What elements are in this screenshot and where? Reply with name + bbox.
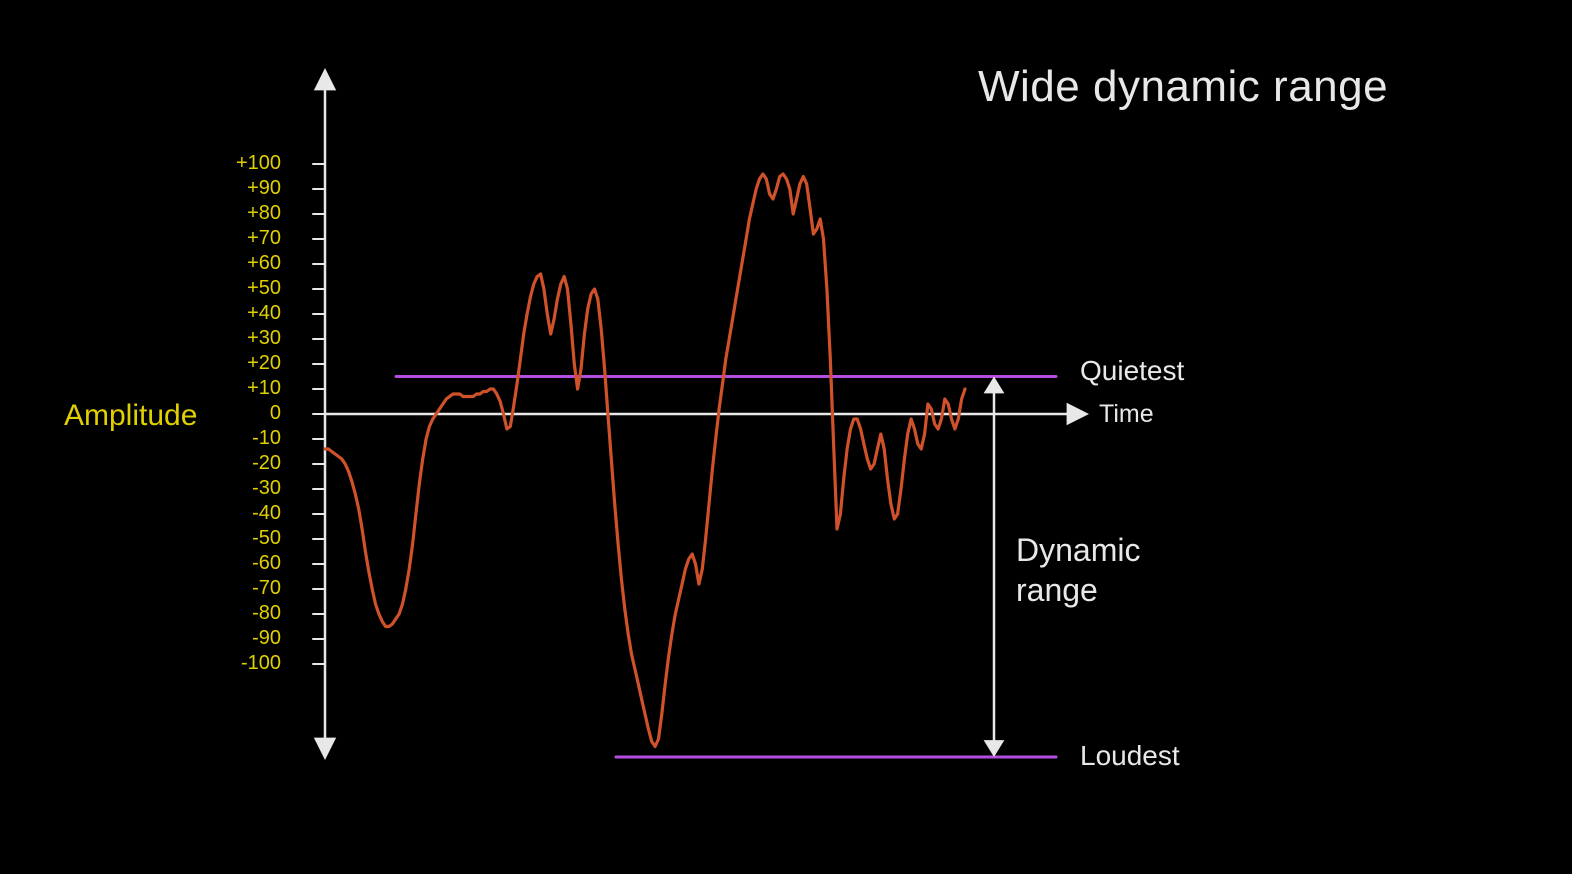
y-tick-label: +10 <box>201 377 281 400</box>
y-tick-label: +90 <box>201 177 281 200</box>
y-tick-label: +100 <box>201 152 281 175</box>
y-tick-label: -70 <box>201 577 281 600</box>
y-tick-label: -30 <box>201 477 281 500</box>
chart-title: Wide dynamic range <box>978 62 1388 112</box>
dynamic-range-label: Dynamic range <box>1016 530 1140 610</box>
dynamic-range-top-arrow-icon <box>984 377 1005 394</box>
y-tick-label: -10 <box>201 427 281 450</box>
y-tick-label: -40 <box>201 502 281 525</box>
dynamic-range-bottom-arrow-icon <box>984 740 1005 757</box>
loudest-label: Loudest <box>1080 740 1180 772</box>
y-tick-label: -80 <box>201 602 281 625</box>
y-tick-label: +40 <box>201 302 281 325</box>
y-tick-label: +20 <box>201 352 281 375</box>
y-tick-label: -50 <box>201 527 281 550</box>
y-tick-label: -60 <box>201 552 281 575</box>
y-tick-label: -20 <box>201 452 281 475</box>
x-axis-arrow-icon <box>1067 403 1089 425</box>
waveform-path <box>325 174 965 747</box>
y-tick-label: -90 <box>201 627 281 650</box>
y-tick-label: +30 <box>201 327 281 350</box>
y-tick-label: +50 <box>201 277 281 300</box>
y-axis-down-arrow-icon <box>314 738 336 760</box>
y-tick-label: +80 <box>201 202 281 225</box>
y-tick-label: -100 <box>201 652 281 675</box>
x-axis-label: Time <box>1099 400 1154 429</box>
y-tick-label: +60 <box>201 252 281 275</box>
y-axis-up-arrow-icon <box>314 68 336 90</box>
y-axis-label: Amplitude <box>64 399 197 433</box>
y-tick-label: 0 <box>201 402 281 425</box>
chart-stage: +100+90+80+70+60+50+40+30+20+100-10-20-3… <box>0 0 1572 874</box>
y-tick-label: +70 <box>201 227 281 250</box>
quietest-label: Quietest <box>1080 355 1184 387</box>
